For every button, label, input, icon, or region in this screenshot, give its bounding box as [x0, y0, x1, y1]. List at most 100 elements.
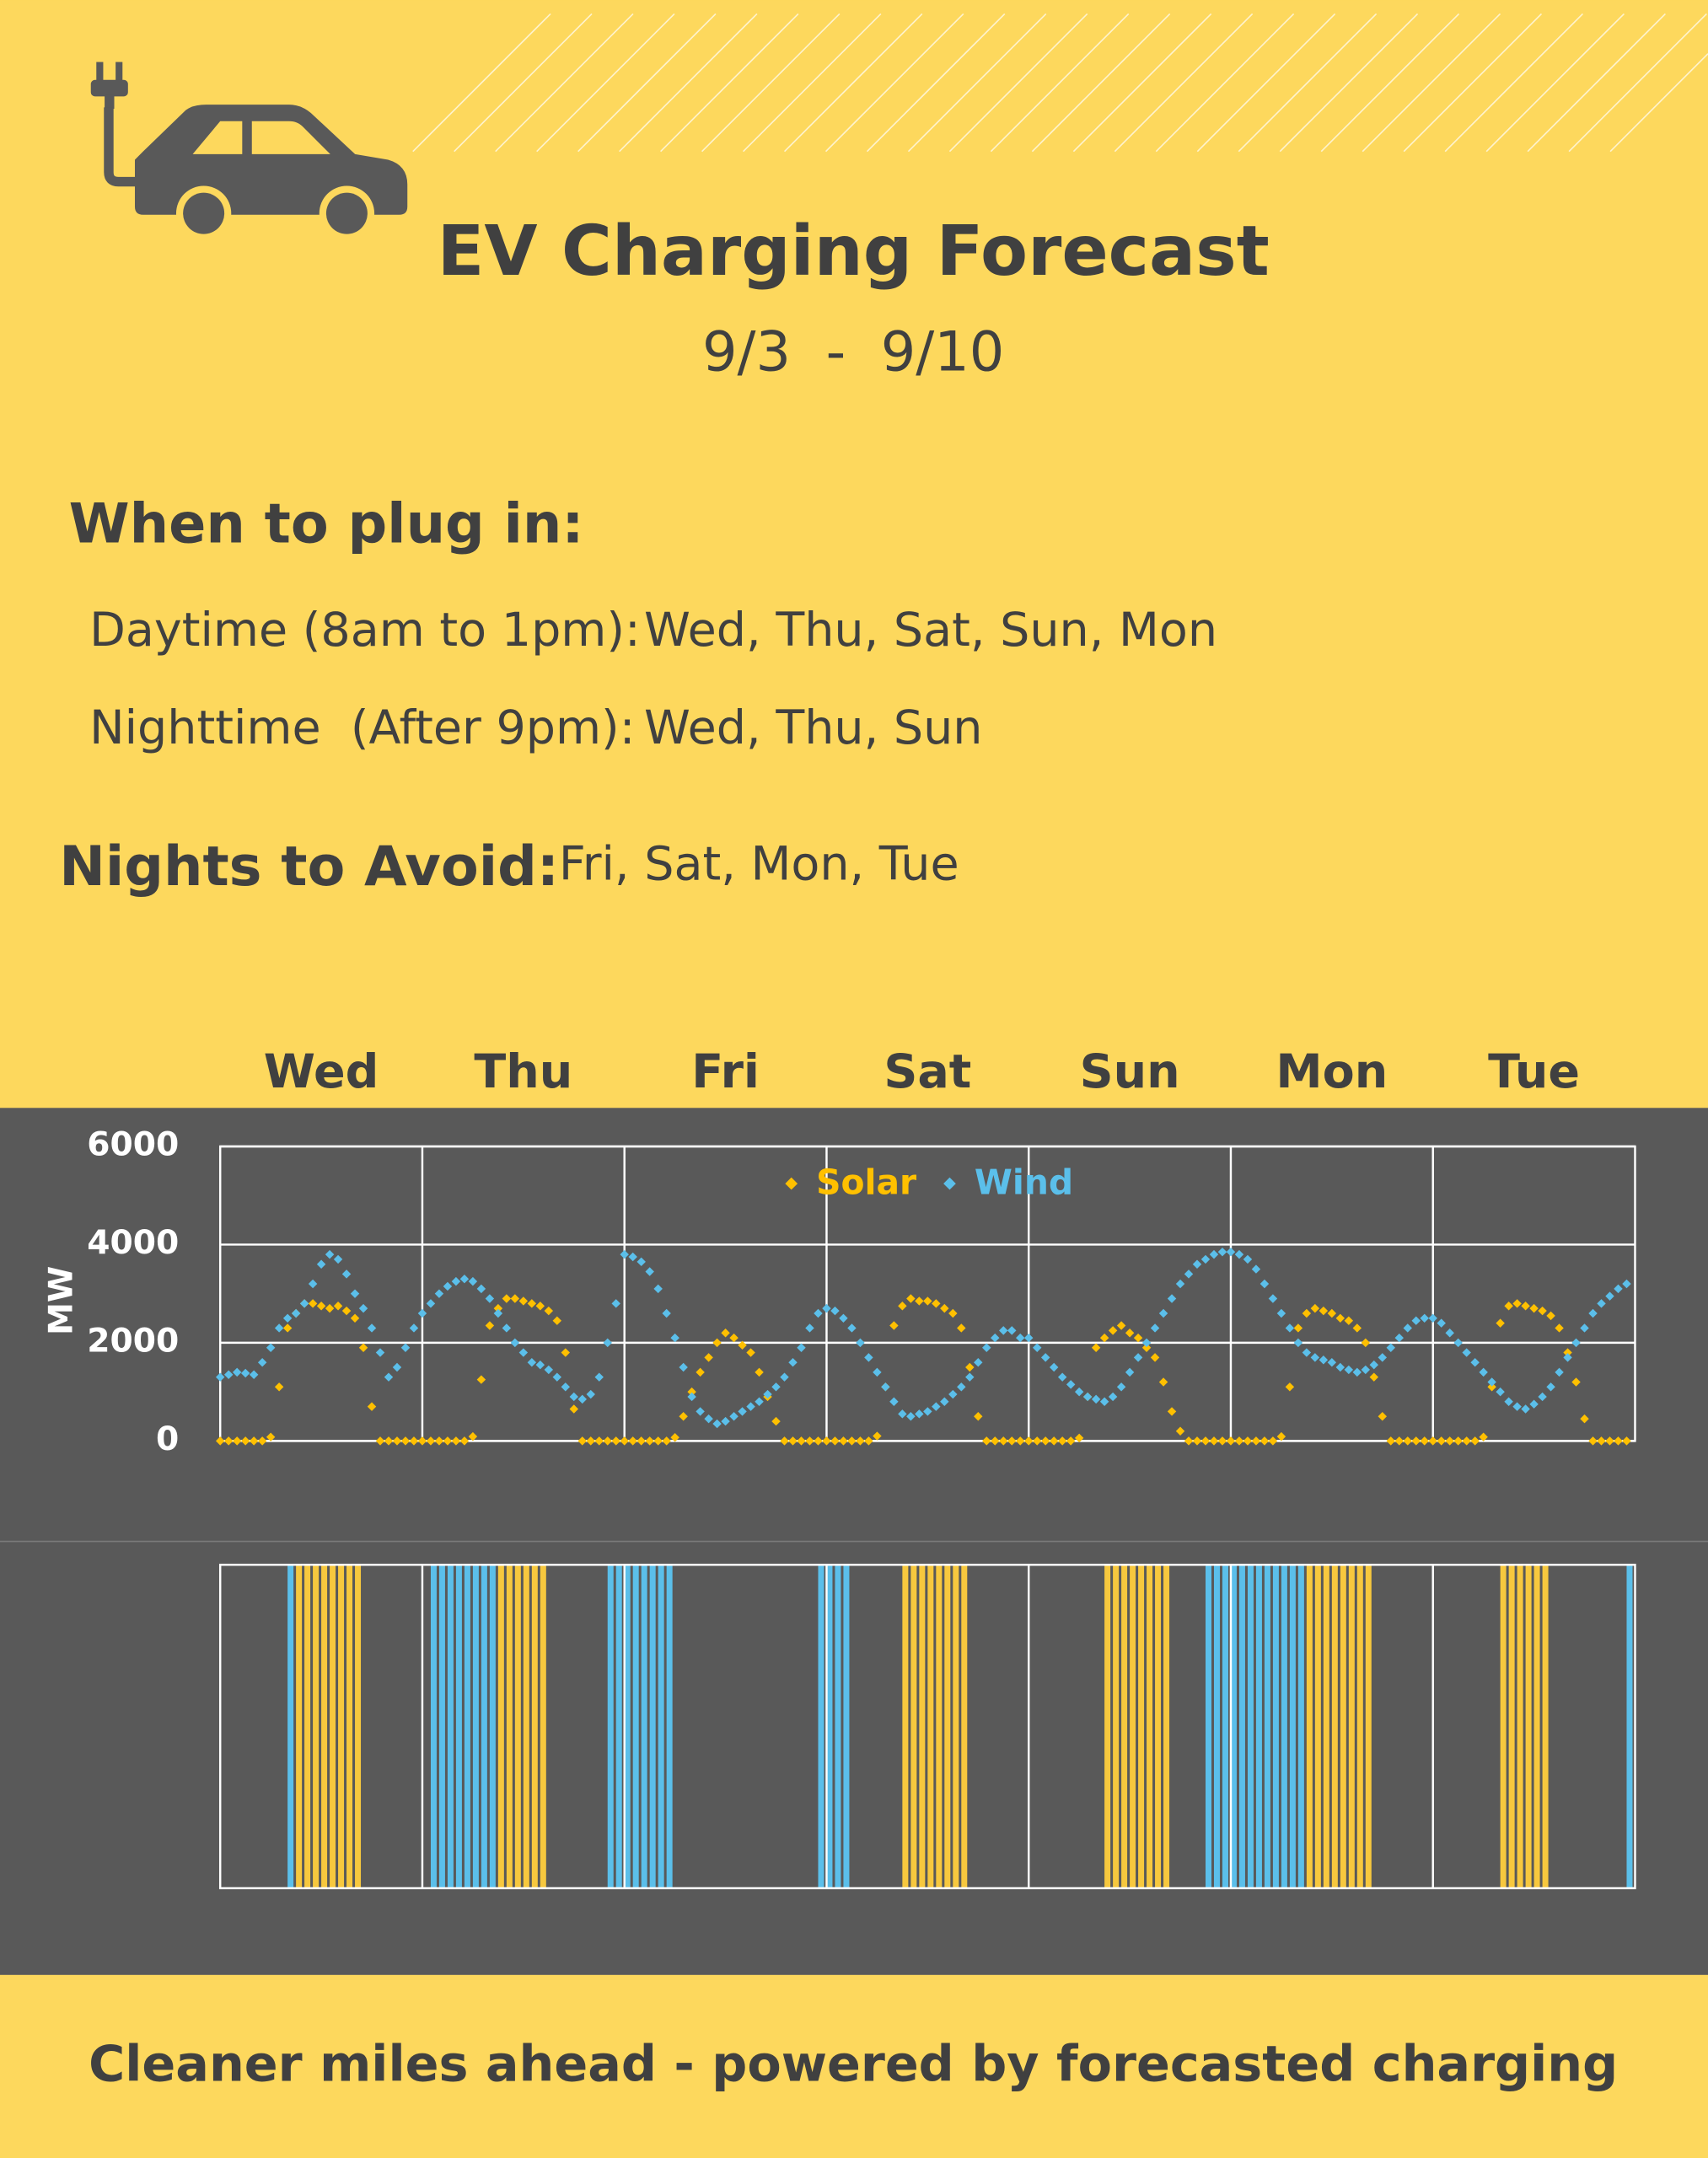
marker [518, 1296, 529, 1306]
charging-stripe [472, 1565, 479, 1888]
charging-stripe [1289, 1565, 1296, 1888]
marker [771, 1416, 781, 1426]
marker [451, 1276, 461, 1286]
marker [215, 1436, 225, 1446]
day-label: Thu [474, 1044, 572, 1099]
marker [1512, 1299, 1522, 1308]
marker [1150, 1323, 1160, 1333]
marker [1538, 1392, 1547, 1402]
charging-stripe [843, 1565, 850, 1888]
marker [814, 1436, 823, 1446]
marker [1251, 1264, 1261, 1274]
y-tick-label: 6000 [87, 1125, 179, 1163]
marker [569, 1392, 578, 1402]
marker [1327, 1357, 1337, 1367]
day-label: Mon [1276, 1044, 1388, 1099]
marker [1462, 1436, 1471, 1446]
marker [434, 1289, 444, 1298]
charging-stripe [338, 1565, 345, 1888]
marker [1285, 1382, 1295, 1392]
day-label: Sat [884, 1044, 971, 1099]
marker [561, 1348, 571, 1357]
marker [1571, 1338, 1581, 1348]
marker [1563, 1353, 1572, 1362]
marker [1319, 1306, 1329, 1316]
marker [240, 1436, 250, 1446]
charging-stripe [961, 1565, 968, 1888]
marker [1622, 1279, 1631, 1289]
plug-in-label: Nighttime (After 9pm): [89, 701, 635, 755]
marker [1437, 1318, 1446, 1328]
charging-stripe [1113, 1565, 1120, 1888]
charging-stripe [818, 1565, 824, 1888]
charging-stripe [1147, 1565, 1153, 1888]
marker [1487, 1377, 1496, 1387]
marker [350, 1313, 360, 1323]
legend-label: Solar [816, 1162, 916, 1203]
marker [788, 1436, 798, 1446]
marker [1150, 1353, 1160, 1362]
charging-stripe [1365, 1565, 1372, 1888]
charging-stripe [910, 1565, 917, 1888]
marker [1192, 1259, 1202, 1269]
marker [375, 1348, 385, 1357]
marker [1378, 1412, 1388, 1421]
marker [1251, 1436, 1261, 1446]
marker [417, 1308, 427, 1318]
charging-stripe [919, 1565, 926, 1888]
marker [755, 1367, 764, 1377]
marker [544, 1306, 554, 1316]
marker [1403, 1436, 1412, 1446]
plug-in-heading: When to plug in: [69, 491, 584, 556]
marker [1074, 1387, 1084, 1397]
marker [1394, 1436, 1404, 1446]
marker [1555, 1367, 1564, 1377]
charging-stripe [1213, 1565, 1220, 1888]
marker [1209, 1249, 1219, 1259]
marker [1361, 1338, 1371, 1348]
marker [679, 1412, 688, 1421]
marker [1529, 1303, 1539, 1313]
marker [653, 1436, 663, 1446]
marker [932, 1299, 941, 1308]
marker [645, 1436, 654, 1446]
marker [1268, 1294, 1278, 1303]
marker [1217, 1247, 1227, 1257]
marker [915, 1409, 924, 1419]
marker [1158, 1377, 1168, 1387]
charging-stripe [607, 1565, 614, 1888]
marker [864, 1353, 873, 1362]
marker [1327, 1308, 1337, 1318]
marker [367, 1402, 377, 1411]
marker [1563, 1348, 1572, 1357]
marker [409, 1436, 419, 1446]
charging-stripe [1222, 1565, 1228, 1888]
marker [1234, 1249, 1244, 1259]
charging-stripe [1331, 1565, 1338, 1888]
marker [948, 1308, 958, 1318]
window-frame [218, 1564, 1636, 1890]
charging-stripe [1155, 1565, 1162, 1888]
marker [316, 1302, 326, 1311]
marker [1479, 1432, 1488, 1441]
marker [856, 1436, 865, 1446]
marker [1394, 1333, 1404, 1343]
charging-stripe [944, 1565, 951, 1888]
marker [308, 1279, 318, 1289]
marker [1192, 1436, 1202, 1446]
marker [1411, 1436, 1421, 1446]
marker [906, 1412, 916, 1421]
marker [1217, 1436, 1227, 1446]
marker [544, 1365, 554, 1375]
marker [274, 1382, 284, 1392]
marker [814, 1308, 823, 1318]
marker [1057, 1436, 1067, 1446]
marker [696, 1407, 705, 1416]
marker [636, 1436, 646, 1446]
marker [982, 1436, 991, 1446]
marker [577, 1436, 587, 1446]
charging-stripe [658, 1565, 664, 1888]
marker [738, 1407, 747, 1416]
marker [451, 1436, 461, 1446]
marker [729, 1412, 739, 1421]
